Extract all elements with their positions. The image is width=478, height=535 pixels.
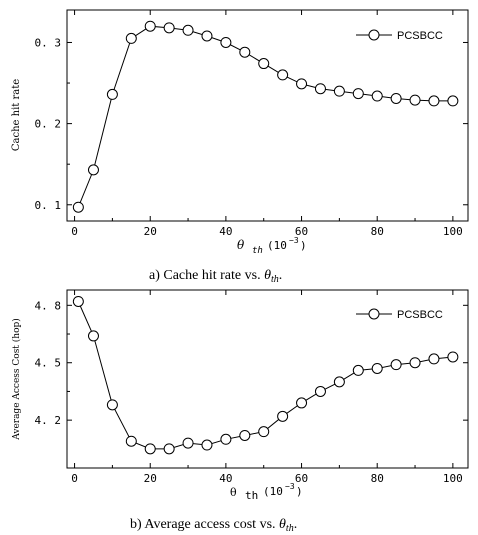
legend-marker [368,29,380,41]
data-point [163,443,175,455]
data-point [87,164,99,176]
data-point [352,364,364,376]
data-point [201,439,213,451]
data-point [409,94,421,106]
data-point [239,46,251,58]
legend-marker [368,308,380,320]
svg-text:b) Average access cost vs. θth: b) Average access cost vs. θth. [130,517,297,534]
svg-text:θ: θ [230,486,237,499]
data-point [163,22,175,34]
series-pcsbcc [72,20,459,213]
data-point [371,90,383,102]
x-tick-label: 0 [71,472,78,485]
y-axis-label: Cache hit rate [11,79,22,151]
x-tick-label: 60 [295,472,308,485]
y-tick-label: 4. 2 [35,414,62,427]
plot-frame [66,289,469,469]
y-tick-label: 4. 8 [35,299,62,312]
data-point [201,30,213,42]
chart-average-access-cost: 0 20 40 60 80 100 4. 2 4. 5 4. 8 PCSBCC Average … [11,289,469,534]
axis-ticks: 0 20 40 60 80 100 0. 1 0. 2 0. 3 [35,10,468,238]
chart-cache-hit-rate: 0 20 40 60 80 100 0. 1 0. 2 0. 3 PCSBCC Cache hi… [11,9,469,285]
data-point [87,330,99,342]
svg-text:−3: −3 [285,482,295,491]
y-tick-label: 0. 1 [35,199,62,212]
data-point [428,353,440,365]
axis-ticks: 0 20 40 60 80 100 4. 2 4. 5 4. 8 [35,290,468,485]
legend: PCSBCC [356,29,443,42]
data-point [72,295,84,307]
svg-text:th: th [252,246,263,256]
svg-text:−3: −3 [289,236,299,245]
data-point [239,429,251,441]
x-tick-label: 0 [71,225,78,238]
data-point [125,435,137,447]
data-point [333,376,345,388]
x-tick-label: 40 [219,472,232,485]
x-tick-label: 60 [295,225,308,238]
data-point [220,36,232,48]
y-tick-label: 0. 3 [35,36,62,49]
x-tick-label: 20 [144,472,157,485]
data-point [428,95,440,107]
data-point [296,78,308,90]
data-point [182,24,194,36]
data-point [277,410,289,422]
svg-text:(10: (10 [267,239,287,252]
data-point [447,95,459,107]
y-tick-label: 4. 5 [35,357,62,370]
y-tick-label: 0. 2 [35,118,62,131]
data-point [182,437,194,449]
data-point [352,88,364,100]
x-tick-label: 20 [144,225,157,238]
data-point [447,351,459,363]
svg-text:): ) [296,485,303,498]
data-point [314,83,326,95]
legend-label: PCSBCC [397,309,443,321]
svg-text:a) Cache hit rate vs. θth.: a) Cache hit rate vs. θth. [149,268,282,285]
svg-text:th: th [245,489,258,502]
svg-text:θ: θ [237,238,245,252]
legend-label: PCSBCC [397,30,443,42]
svg-text:): ) [300,239,307,252]
x-axis-label: θ th (10 −3 ) [237,236,307,256]
data-point [144,20,156,32]
y-axis-label: Average Access Cost (hop) [11,318,22,441]
data-point [390,92,402,104]
legend: PCSBCC [356,308,443,321]
data-point [72,201,84,213]
x-axis-label: θ th (10 −3 ) [230,482,303,502]
x-tick-label: 100 [443,472,463,485]
series-pcsbcc [72,295,459,455]
data-point [125,32,137,44]
svg-text:(10: (10 [263,485,283,498]
data-point [106,88,118,100]
x-tick-label: 80 [371,472,384,485]
data-point [296,397,308,409]
data-point [390,359,402,371]
x-tick-label: 100 [443,225,463,238]
data-point [371,362,383,374]
x-tick-label: 40 [219,225,232,238]
data-point [314,385,326,397]
data-point [144,443,156,455]
data-point [220,433,232,445]
x-tick-label: 80 [371,225,384,238]
data-point [277,69,289,81]
data-point [106,399,118,411]
data-point [333,85,345,97]
caption: a) Cache hit rate vs. θth. [149,268,282,285]
plot-frame [66,9,469,222]
data-point [258,58,270,70]
data-point [258,426,270,438]
series-line [77,25,453,208]
caption: b) Average access cost vs. θth. [130,517,297,534]
data-point [409,357,421,369]
